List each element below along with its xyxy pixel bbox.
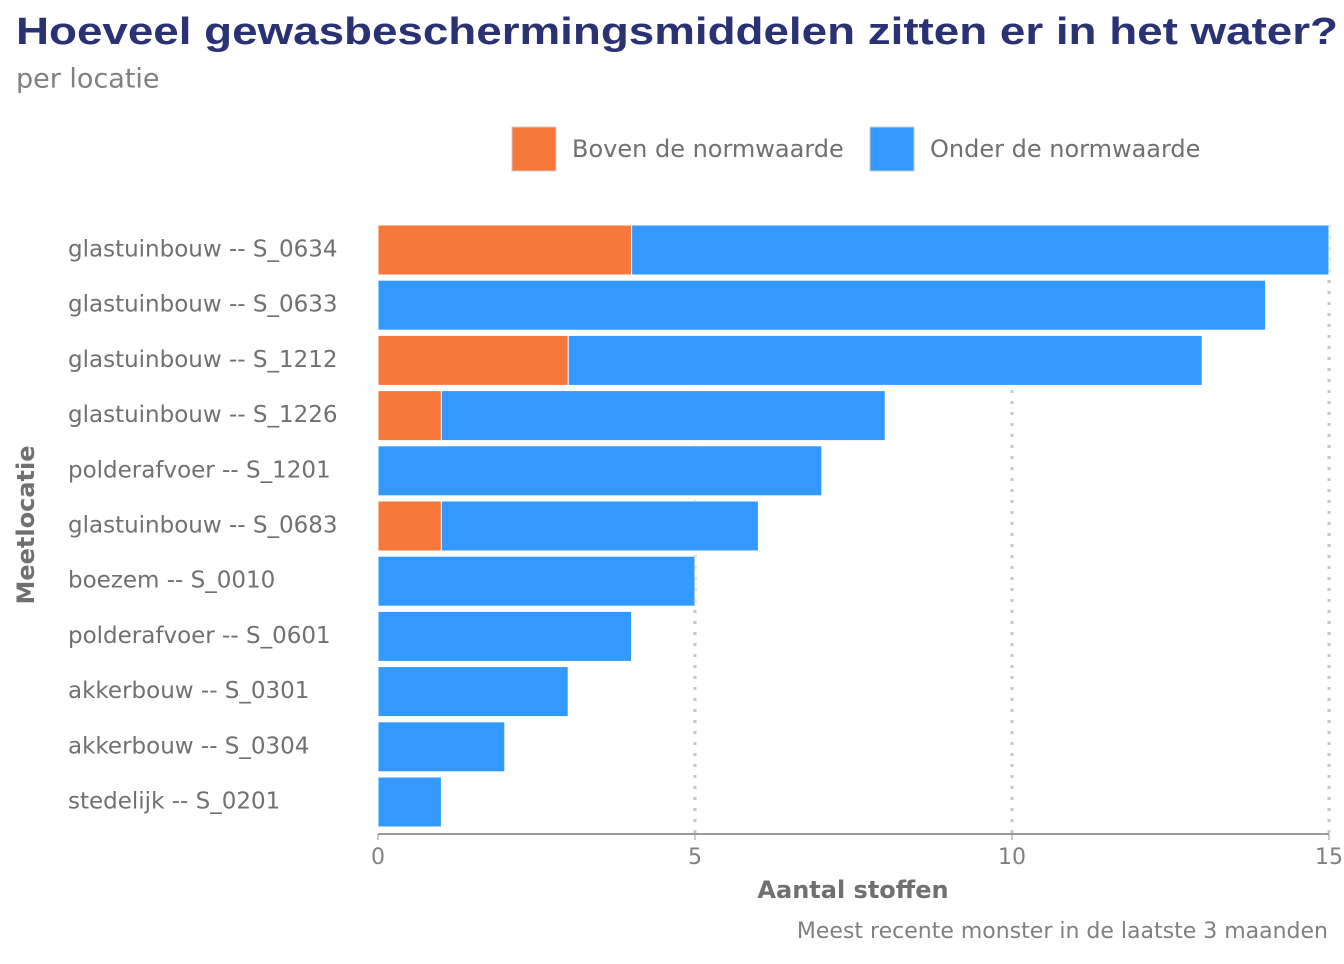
- y-tick-label: polderafvoer -- S_1201: [68, 457, 331, 483]
- x-tick-label: 5: [688, 845, 702, 870]
- bar: [377, 224, 633, 276]
- y-tick-label: boezem -- S_0010: [68, 568, 275, 594]
- bar: [631, 224, 1330, 276]
- legend-label: Onder de normwaarde: [930, 135, 1200, 163]
- y-tick-label: akkerbouw -- S_0301: [68, 678, 309, 704]
- bar: [377, 334, 569, 386]
- y-tick-label: polderafvoer -- S_0601: [68, 623, 331, 649]
- caption: Meest recente monster in de laatste 3 ma…: [797, 919, 1328, 944]
- x-tick-label: 10: [998, 845, 1026, 870]
- x-tick-label: 15: [1315, 845, 1343, 870]
- x-axis-label: Aantal stoffen: [757, 876, 948, 904]
- y-tick-label: glastuinbouw -- S_0683: [68, 513, 338, 539]
- y-tick-label: stedelijk -- S_0201: [68, 789, 280, 815]
- bar: [567, 334, 1203, 386]
- legend-label: Boven de normwaarde: [572, 135, 844, 163]
- bar: [440, 390, 886, 442]
- y-axis-label: Meetlocatie: [12, 445, 40, 604]
- bar: [440, 500, 759, 552]
- bar: [377, 666, 569, 718]
- y-tick-label: akkerbouw -- S_0304: [68, 733, 309, 759]
- bar: [377, 279, 1267, 331]
- legend-swatch: [869, 126, 915, 172]
- x-tick-label: 0: [371, 845, 385, 870]
- y-tick-label: glastuinbouw -- S_0634: [68, 237, 338, 263]
- bar: [377, 776, 442, 828]
- bar: [377, 721, 506, 773]
- y-tick-label: glastuinbouw -- S_1212: [68, 347, 338, 373]
- legend-swatch: [511, 126, 557, 172]
- chart-subtitle: per locatie: [16, 64, 160, 95]
- chart-title: Hoeveel gewasbeschermingsmiddelen zitten…: [16, 11, 1338, 53]
- y-tick-label: glastuinbouw -- S_0633: [68, 292, 338, 318]
- y-tick-label: glastuinbouw -- S_1226: [68, 402, 338, 428]
- bar: [377, 390, 442, 442]
- bar: [377, 555, 696, 607]
- bar: [377, 610, 633, 662]
- bar: [377, 500, 442, 552]
- bar: [377, 445, 823, 497]
